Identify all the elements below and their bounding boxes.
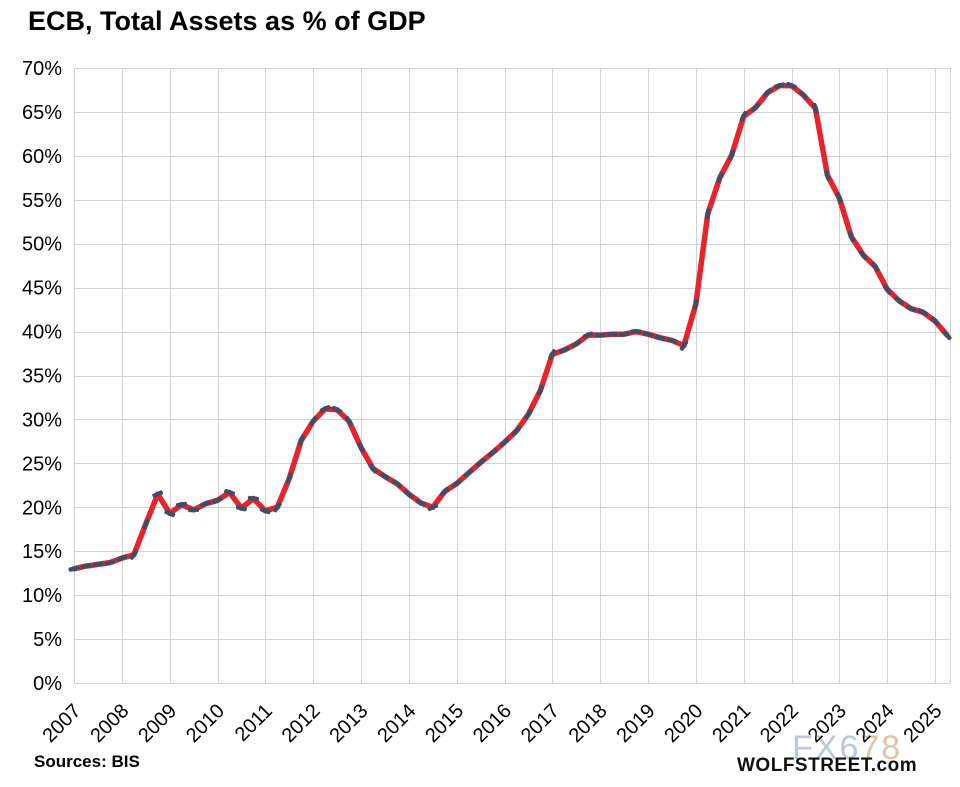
svg-text:25%: 25% <box>22 453 62 475</box>
svg-text:2007: 2007 <box>39 700 86 747</box>
svg-text:2013: 2013 <box>326 700 373 747</box>
svg-text:40%: 40% <box>22 322 62 344</box>
svg-text:55%: 55% <box>22 190 62 212</box>
svg-text:45%: 45% <box>22 278 62 300</box>
x-axis-labels: 2007 2008 2009 2010 2011 2012 2013 2014 2015 2016… <box>39 700 947 747</box>
svg-text:2014: 2014 <box>373 700 420 747</box>
svg-text:2011: 2011 <box>231 700 277 746</box>
fx678-watermark: FX678 <box>792 729 902 768</box>
svg-text:30%: 30% <box>22 409 62 431</box>
svg-text:2021: 2021 <box>708 700 755 747</box>
svg-text:60%: 60% <box>22 146 62 168</box>
svg-text:35%: 35% <box>22 366 62 388</box>
svg-text:2008: 2008 <box>86 700 133 747</box>
source-note: Sources: BIS <box>34 752 140 771</box>
svg-text:2012: 2012 <box>278 700 325 747</box>
svg-text:50%: 50% <box>22 234 62 256</box>
gridlines <box>74 68 951 684</box>
svg-text:2017: 2017 <box>517 700 564 747</box>
data-point-markers <box>68 81 952 572</box>
svg-text:15%: 15% <box>22 541 62 563</box>
svg-text:2024: 2024 <box>852 700 899 747</box>
svg-text:2022: 2022 <box>756 700 803 747</box>
chart-title: ECB, Total Assets as % of GDP <box>28 6 426 36</box>
svg-text:10%: 10% <box>22 585 62 607</box>
svg-text:0%: 0% <box>33 673 62 695</box>
svg-text:2018: 2018 <box>565 700 612 747</box>
svg-text:2025: 2025 <box>900 700 947 747</box>
svg-text:2020: 2020 <box>660 700 707 747</box>
svg-text:5%: 5% <box>33 629 62 651</box>
svg-text:65%: 65% <box>22 102 62 124</box>
svg-text:2016: 2016 <box>469 700 516 747</box>
wolfstreet-brand: WOLFSTREET.com <box>737 755 918 776</box>
y-axis-labels: 70% 65% 60% 55% 50% 45% 40% 35% 30% 25% 20% 15% 10% 5… <box>22 58 62 695</box>
svg-text:2010: 2010 <box>182 700 229 747</box>
watermark-text-tan: 78 <box>860 729 903 767</box>
svg-text:2009: 2009 <box>134 700 181 747</box>
svg-text:2015: 2015 <box>421 700 468 747</box>
svg-text:2023: 2023 <box>804 700 851 747</box>
svg-text:70%: 70% <box>22 58 62 80</box>
svg-text:20%: 20% <box>22 497 62 519</box>
series-line <box>71 82 950 572</box>
svg-text:2019: 2019 <box>613 700 660 747</box>
watermark-text-blue: FX6 <box>792 729 861 767</box>
